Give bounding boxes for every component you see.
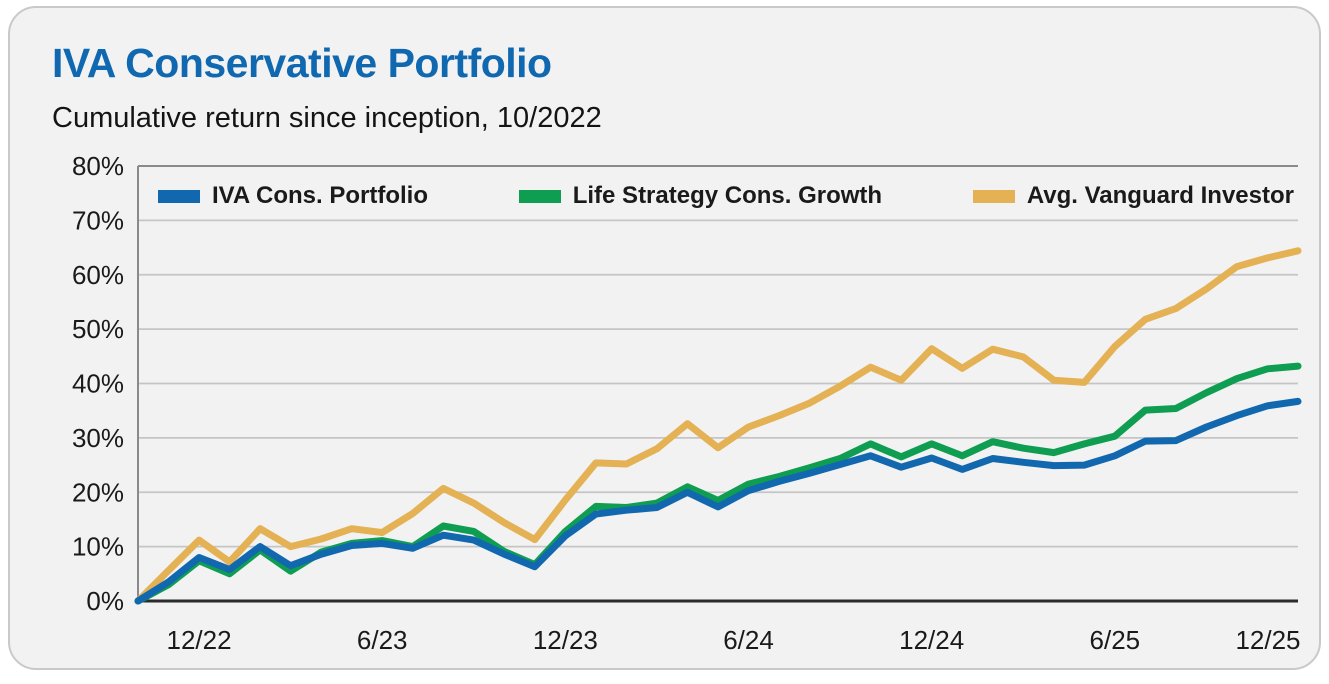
x-axis-tick-label: 6/25	[1090, 625, 1141, 655]
series-line-iva-cons-portfolio	[134, 397, 1302, 605]
y-axis-tick-label: 70%	[72, 205, 124, 235]
y-axis-tick-label: 80%	[72, 151, 124, 181]
legend-item-label: Avg. Vanguard Investor	[1026, 182, 1294, 209]
y-axis-tick-label: 0%	[86, 586, 124, 616]
chart-legend: IVA Cons. Portfolio Life Strategy Cons. G…	[158, 182, 1294, 210]
x-axis-tick-label: 12/22	[167, 625, 232, 655]
legend-item-label: IVA Cons. Portfolio	[212, 182, 428, 209]
legend-swatch-icon	[158, 189, 200, 203]
chart-subtitle: Cumulative return since inception, 10/20…	[52, 102, 602, 134]
legend-swatch-icon	[518, 189, 561, 203]
y-axis-tick-label: 10%	[72, 532, 124, 562]
y-axis-tick-label: 60%	[72, 260, 124, 290]
page-title: IVA Conservative Portfolio	[52, 40, 552, 86]
y-axis-tick-label: 20%	[72, 477, 124, 507]
x-axis-tick-label: 12/25	[1235, 625, 1300, 655]
series-line-avg-vanguard-investor	[134, 247, 1302, 605]
legend-item-label: Life Strategy Cons. Growth	[572, 182, 883, 209]
y-axis-tick-label: 50%	[72, 314, 124, 344]
legend-item-iva-cons-portfolio: IVA Cons. Portfolio	[158, 182, 428, 210]
x-axis-tick-label: 6/24	[723, 625, 774, 655]
x-axis-tick-label: 6/23	[357, 625, 408, 655]
legend-item-life-strategy-cons-growth: Life Strategy Cons. Growth	[518, 182, 883, 210]
y-axis-tick-label: 40%	[72, 369, 124, 399]
legend-item-avg-vanguard-investor: Avg. Vanguard Investor	[972, 182, 1294, 210]
line-chart: 0% 10% 20% 30% 40% 50% 60% 70% 80% 12/22 6/23 12/23…	[72, 151, 1302, 655]
y-axis-tick-label: 30%	[72, 423, 124, 453]
x-axis-tick-label: 12/24	[899, 625, 964, 655]
x-axis-tick-label: 12/23	[533, 625, 598, 655]
chart-card: IVA Conservative Portfolio Cumulative re…	[8, 6, 1321, 670]
legend-swatch-icon	[972, 189, 1015, 203]
series-line-life-strategy-cons-growth	[134, 362, 1302, 605]
